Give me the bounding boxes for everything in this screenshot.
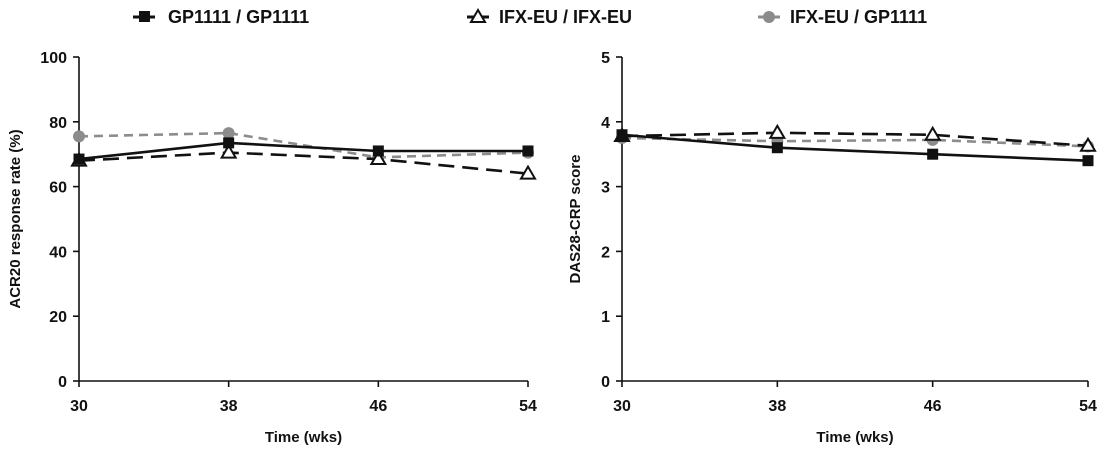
x-axis-title: Time (wks) [265, 429, 342, 446]
data-point-square [73, 153, 85, 165]
legend-item-0: GP1111 / GP1111 [133, 7, 309, 27]
legend-item-2: IFX-EU / GP1111 [758, 7, 927, 27]
y-axis-title: DAS28-CRP score [567, 155, 584, 284]
data-point-square [372, 145, 384, 157]
y-tick-label: 0 [601, 374, 610, 391]
legend-marker-circle [763, 11, 775, 23]
data-point-square [616, 129, 628, 141]
x-tick-label: 38 [220, 398, 238, 415]
data-point-square [927, 148, 939, 160]
data-point-square [771, 142, 783, 154]
y-axis-title: ACR20 response rate (%) [7, 129, 24, 308]
data-point-triangle [519, 164, 537, 180]
x-axis-title: Time (wks) [816, 429, 893, 446]
x-tick-label: 30 [613, 398, 631, 415]
series-line-2 [78, 131, 529, 159]
x-tick-label: 54 [519, 398, 537, 415]
series-line-0 [621, 133, 1089, 162]
y-tick-label: 80 [49, 115, 67, 132]
data-point-triangle [923, 125, 942, 141]
legend-marker-triangle [469, 8, 487, 23]
legend-item-1: IFX-EU / IFX-EU [467, 7, 632, 27]
y-tick-label: 4 [601, 115, 610, 132]
data-point-square [522, 145, 534, 157]
legend: GP1111 / GP1111 IFX-EU / IFX-EU IFX-EU /… [133, 7, 927, 27]
data-point-square [1082, 155, 1094, 167]
series-line-1 [78, 151, 529, 175]
y-tick-label: 1 [601, 309, 610, 326]
x-tick-label: 54 [1079, 398, 1097, 415]
data-point-square [223, 137, 235, 149]
y-tick-label: 40 [49, 244, 67, 261]
legend-label-2: IFX-EU / GP1111 [790, 7, 927, 27]
data-point-triangle [219, 143, 238, 159]
x-tick-label: 30 [70, 398, 88, 415]
data-point-triangle [369, 150, 388, 166]
series-line-0 [78, 141, 528, 161]
y-tick-label: 5 [601, 50, 610, 67]
series-line-1 [621, 131, 1089, 148]
legend-label-0: GP1111 / GP1111 [168, 7, 309, 27]
y-tick-label: 100 [40, 50, 67, 67]
y-tick-label: 3 [601, 180, 610, 197]
y-tick-label: 0 [58, 374, 67, 391]
x-tick-label: 38 [768, 398, 786, 415]
data-point-triangle [1079, 136, 1097, 152]
y-tick-label: 2 [601, 244, 610, 261]
x-tick-label: 46 [369, 398, 387, 415]
legend-label-1: IFX-EU / IFX-EU [499, 7, 632, 27]
legend-marker-square [139, 11, 150, 22]
data-point-circle [73, 130, 85, 143]
x-tick-label: 46 [924, 398, 942, 415]
data-point-triangle [768, 123, 787, 139]
data-point-circle [222, 127, 235, 140]
das28-chart: 0 1 2 3 4 5 30 38 46 54 Time (wks) DAS28-CRP score [567, 50, 1097, 446]
y-tick-label: 20 [49, 309, 67, 326]
series-line-2 [621, 136, 1089, 148]
acr20-chart: 0 20 40 60 80 100 30 38 46 54 Time (wks) ACR20 resp… [7, 50, 537, 446]
y-tick-label: 60 [49, 180, 67, 197]
